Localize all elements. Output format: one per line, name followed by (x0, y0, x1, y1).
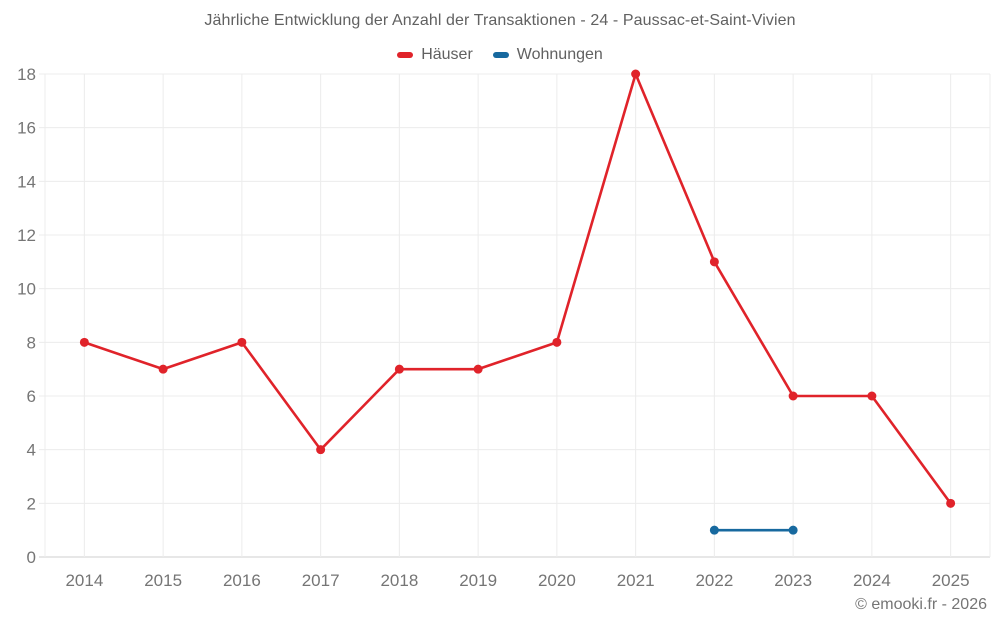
data-point[interactable] (709, 525, 719, 535)
y-tick-label: 10 (17, 280, 36, 299)
y-tick-label: 18 (17, 65, 36, 84)
data-point[interactable] (946, 498, 956, 508)
series-häuser (79, 69, 956, 508)
x-tick-label: 2022 (695, 571, 733, 590)
series-wohnungen (709, 525, 798, 535)
chart-title: Jährliche Entwicklung der Anzahl der Tra… (204, 12, 796, 29)
hauser-swatch-icon (397, 52, 414, 58)
data-point[interactable] (316, 445, 326, 455)
x-tick-label: 2018 (380, 571, 418, 590)
legend-item-wohnungen[interactable]: Wohnungen (492, 46, 603, 64)
data-point[interactable] (79, 337, 89, 347)
x-tick-label: 2019 (459, 571, 497, 590)
data-point[interactable] (788, 391, 798, 401)
legend-item-hauser[interactable]: Häuser (397, 46, 473, 64)
x-tick-label: 2015 (144, 571, 182, 590)
y-tick-label: 12 (17, 226, 36, 245)
y-tick-label: 2 (27, 494, 36, 513)
y-axis-labels: 0 2 4 6 8 10 12 14 16 18 (17, 65, 36, 567)
x-tick-label: 2016 (223, 571, 261, 590)
y-tick-label: 14 (17, 172, 36, 191)
x-tick-label: 2020 (538, 571, 576, 590)
data-point[interactable] (788, 525, 798, 535)
wohnungen-swatch-icon (492, 52, 509, 58)
y-tick-label: 0 (27, 548, 36, 567)
copyright: © emooki.fr - 2026 (855, 596, 987, 613)
x-tick-label: 2014 (65, 571, 103, 590)
legend-label-hauser: Häuser (421, 46, 473, 63)
gridlines (39, 73, 991, 558)
data-point[interactable] (473, 364, 483, 374)
y-tick-label: 6 (27, 387, 36, 406)
x-tick-label: 2017 (302, 571, 340, 590)
legend-label-wohnungen: Wohnungen (516, 46, 603, 63)
x-tick-label: 2021 (617, 571, 655, 590)
data-point[interactable] (709, 257, 719, 267)
data-point[interactable] (631, 69, 641, 79)
y-tick-label: 16 (17, 119, 36, 138)
data-point[interactable] (237, 337, 247, 347)
x-tick-label: 2024 (853, 571, 891, 590)
data-point[interactable] (552, 337, 562, 347)
y-tick-label: 8 (27, 333, 36, 352)
data-point[interactable] (867, 391, 877, 401)
x-tick-label: 2025 (932, 571, 970, 590)
data-point[interactable] (394, 364, 404, 374)
x-axis-labels: 2014 2015 2016 2017 2018 2019 2020 2021 2022 2023… (65, 571, 969, 590)
x-tick-label: 2023 (774, 571, 812, 590)
legend: Häuser Wohnungen (0, 46, 1000, 64)
data-point[interactable] (158, 364, 168, 374)
series-line (83, 72, 952, 505)
y-tick-label: 4 (27, 441, 36, 460)
